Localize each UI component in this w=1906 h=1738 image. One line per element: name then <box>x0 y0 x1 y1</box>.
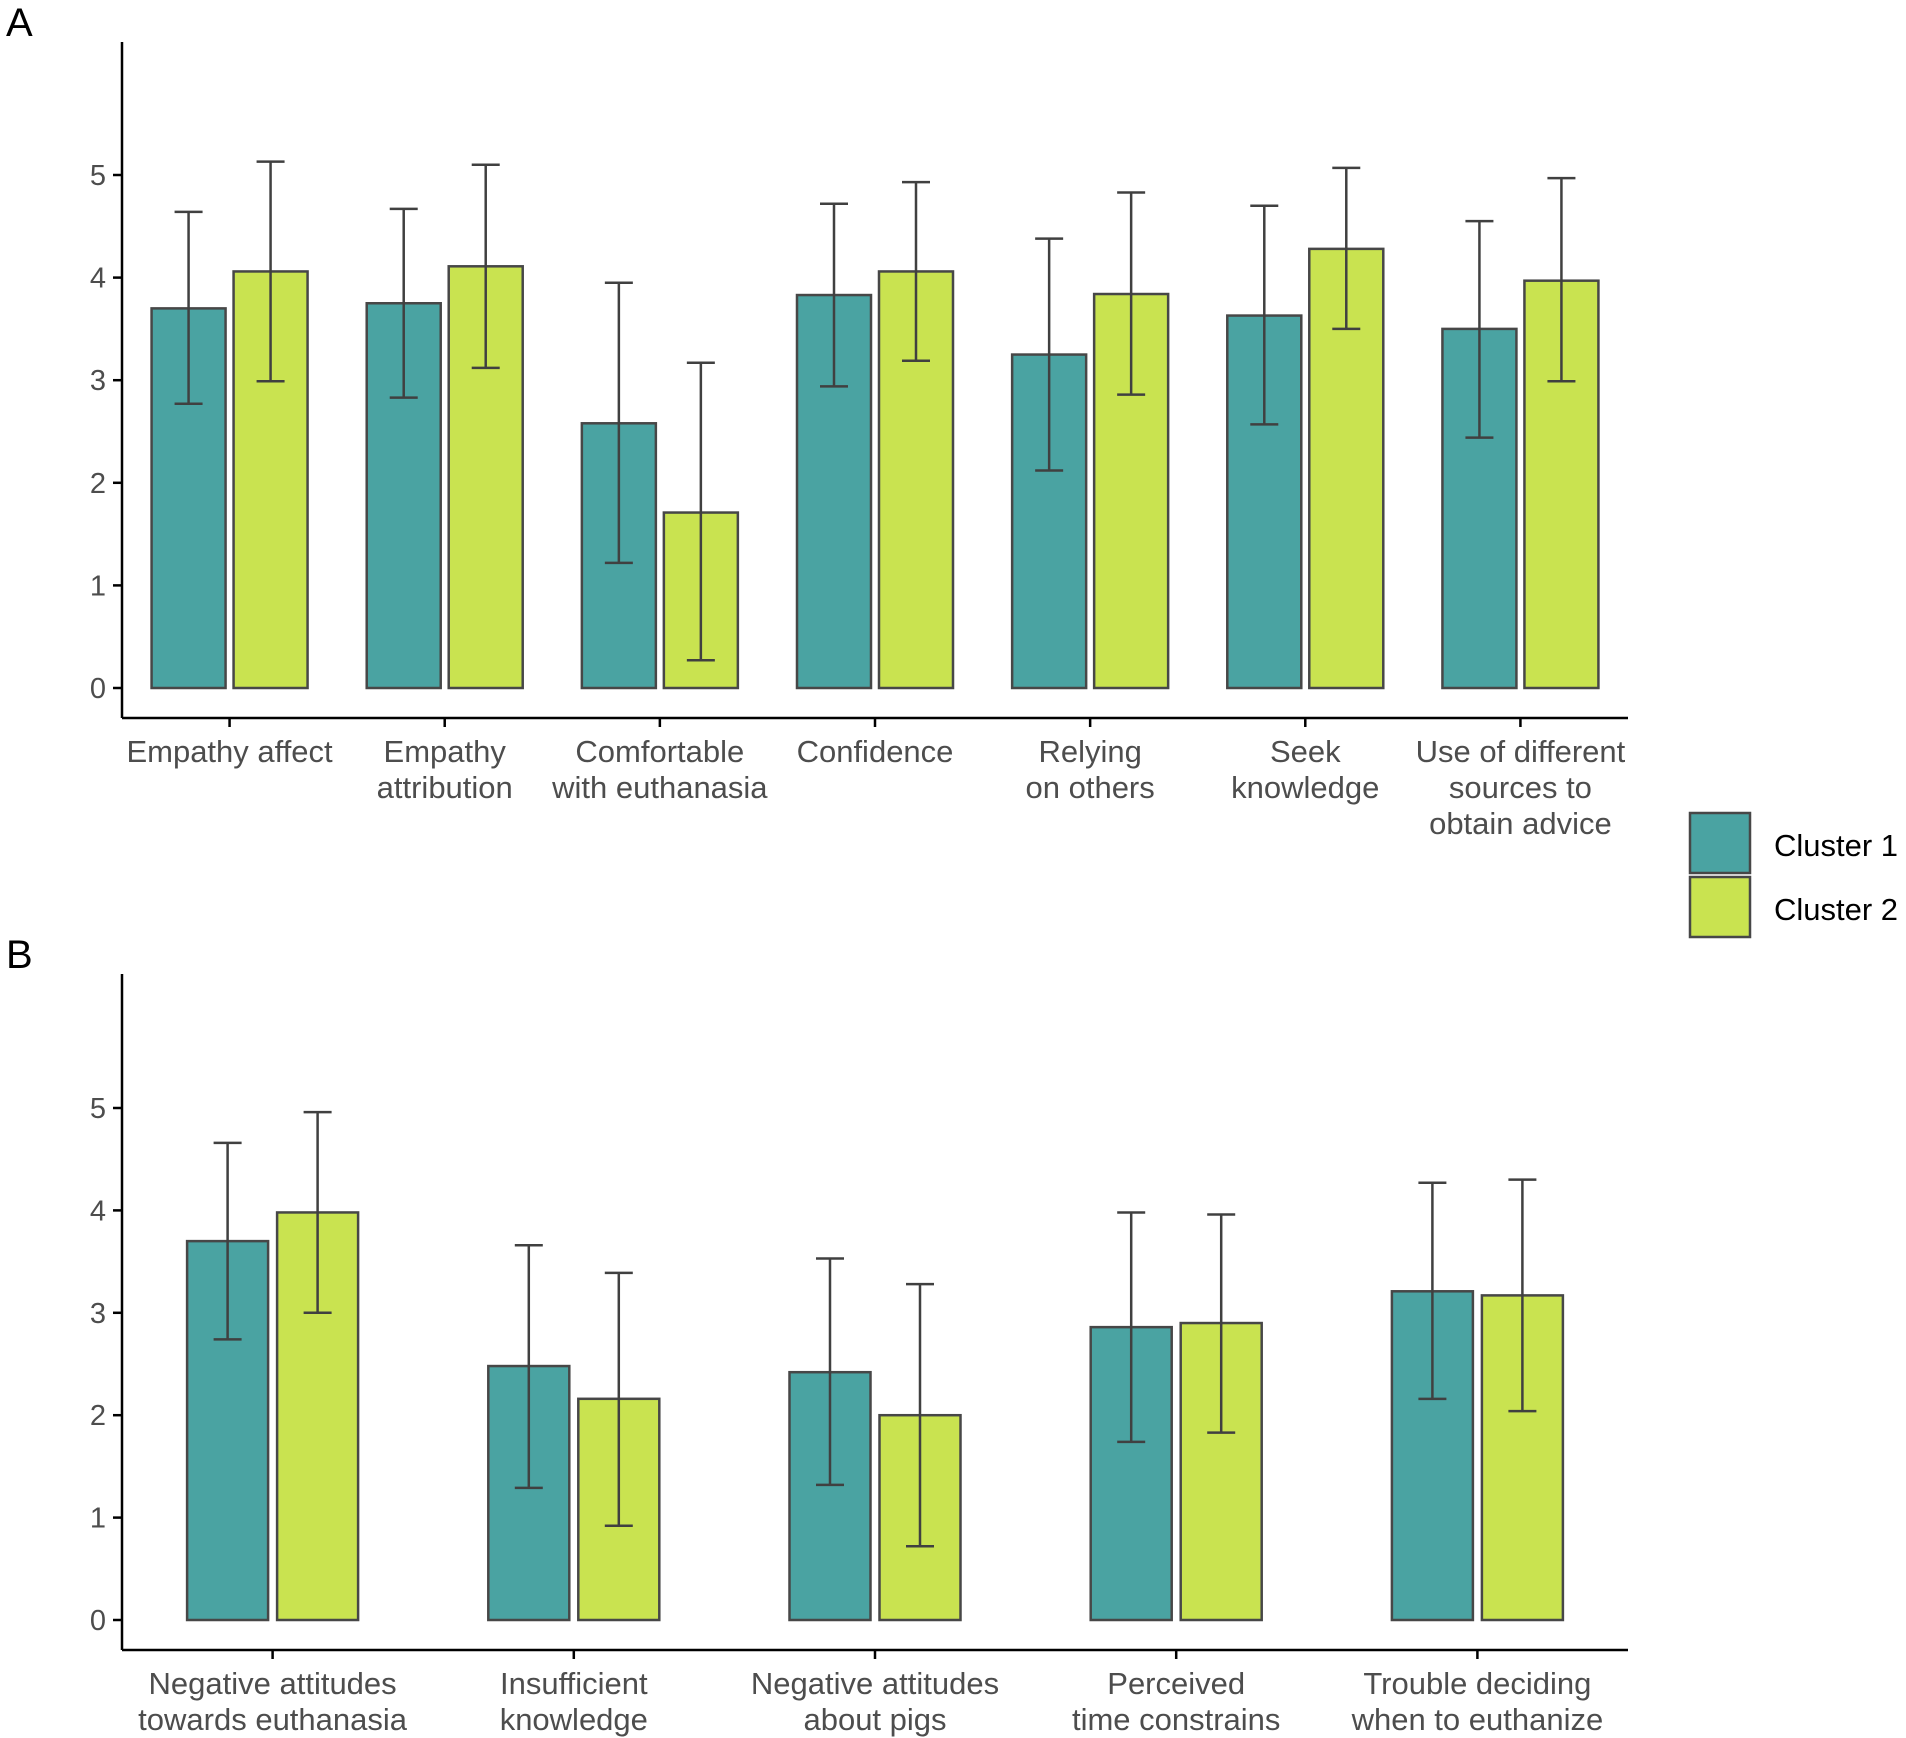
category-label-line: with euthanasia <box>551 770 768 805</box>
category-label: Perceived time constrains <box>1072 1666 1280 1737</box>
category-label: Insufficient knowledge <box>500 1666 648 1737</box>
bar-cluster-1 <box>185 1239 270 1622</box>
category-label-line: about pigs <box>803 1702 946 1737</box>
category-label: Relying on others <box>1026 734 1155 805</box>
category-label-line: Relying <box>1038 734 1141 769</box>
category-label-line: Empathy affect <box>126 734 333 769</box>
y-tick-label: 5 <box>90 1093 106 1125</box>
y-tick-label: 5 <box>90 160 106 192</box>
legend: Cluster 1 Cluster 2 <box>1688 811 1898 939</box>
y-tick-label: 2 <box>90 1400 106 1432</box>
legend-swatch-cluster-1 <box>1688 811 1752 875</box>
legend-label-cluster-1: Cluster 1 <box>1774 828 1898 863</box>
category-label: Seek knowledge <box>1231 734 1379 805</box>
y-tick-label: 4 <box>90 263 106 295</box>
category-label: Negative attitudes about pigs <box>751 1666 999 1737</box>
y-tick-label: 0 <box>90 1605 106 1637</box>
panel-b-letter: B <box>6 933 33 977</box>
category-label: Negative attitudes towards euthanasia <box>138 1666 408 1737</box>
category-label-line: attribution <box>377 770 513 805</box>
category-label-line: sources to <box>1449 770 1592 805</box>
category-label: Use of different sources to obtain advice <box>1416 734 1626 841</box>
y-tick-label: 4 <box>90 1195 106 1227</box>
category-label-line: Trouble deciding <box>1363 1666 1591 1701</box>
y-tick-label: 3 <box>90 365 106 397</box>
category-label-line: obtain advice <box>1429 806 1612 841</box>
category-label-line: towards euthanasia <box>138 1702 408 1737</box>
category-label-line: Empathy <box>384 734 507 769</box>
category-label-line: knowledge <box>1231 770 1379 805</box>
category-label-line: Confidence <box>797 734 954 769</box>
category-label: Empathy affect <box>126 734 333 769</box>
y-tick-label: 3 <box>90 1298 106 1330</box>
y-tick-label: 1 <box>90 1503 106 1535</box>
legend-swatch-cluster-2 <box>1688 875 1752 939</box>
category-label-line: time constrains <box>1072 1702 1280 1737</box>
category-label-line: Negative attitudes <box>751 1666 999 1701</box>
legend-label-cluster-2: Cluster 2 <box>1774 892 1898 927</box>
category-label-line: when to euthanize <box>1351 1702 1604 1737</box>
category-label: Confidence <box>797 734 954 769</box>
category-label-line: on others <box>1026 770 1155 805</box>
y-tick-label: 0 <box>90 673 106 705</box>
category-label-line: Insufficient <box>500 1666 648 1701</box>
panel-a-chart: 0 1 2 3 4 5 Empathy affect Empathy attribution Co… <box>90 42 1628 841</box>
category-label: Empathy attribution <box>377 734 513 805</box>
category-label-line: Negative attitudes <box>149 1666 397 1701</box>
panel-a-letter: A <box>6 1 33 45</box>
category-label-line: Use of different <box>1416 734 1626 769</box>
category-label-line: Comfortable <box>575 734 744 769</box>
category-label: Comfortable with euthanasia <box>551 734 768 805</box>
y-tick-label: 2 <box>90 468 106 500</box>
category-label-line: Perceived <box>1107 1666 1245 1701</box>
category-label-line: Seek <box>1270 734 1341 769</box>
category-label: Trouble deciding when to euthanize <box>1351 1666 1604 1737</box>
y-tick-label: 1 <box>90 570 106 602</box>
category-label-line: knowledge <box>500 1702 648 1737</box>
